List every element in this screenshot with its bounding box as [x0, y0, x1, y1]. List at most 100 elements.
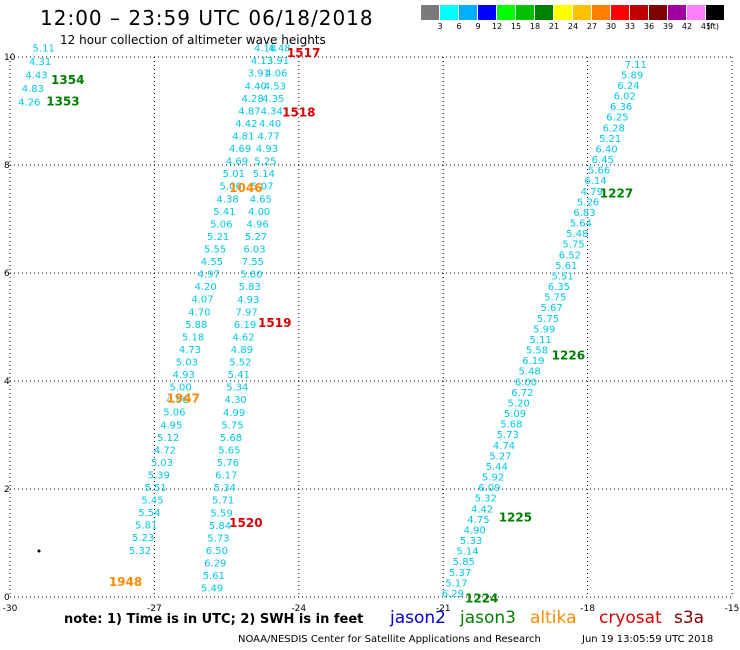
legend-label: 18 [529, 22, 541, 31]
wave-height-value: 5.11 [529, 335, 551, 346]
wave-height-value: 5.64 [570, 219, 592, 230]
credit-line: NOAA/NESDIS Center for Satellite Applica… [238, 634, 541, 645]
wave-height-value: 5.99 [533, 324, 555, 335]
y-tick-label: 6 [4, 269, 10, 279]
legend-swatch [706, 5, 724, 20]
wave-height-value: 5.75 [537, 314, 559, 325]
wave-height-value: 5.52 [229, 358, 251, 369]
wave-height-value: 5.45 [141, 496, 163, 507]
legend-swatch [478, 5, 496, 20]
wave-height-value: 4.93 [256, 144, 278, 155]
wave-height-value: 5.20 [508, 398, 530, 409]
legend-label: 12 [491, 22, 503, 31]
wave-height-value: 4.13 [251, 56, 273, 67]
wave-height-value: 5.23 [132, 533, 154, 544]
wave-height-value: 4.96 [246, 219, 268, 230]
wave-height-value: 5.07 [251, 182, 273, 193]
y-tick-label: 4 [4, 377, 10, 387]
wave-height-value: 4.07 [191, 295, 213, 306]
wave-height-value: 4.53 [264, 81, 286, 92]
legend-jason2: jason2 [390, 608, 446, 628]
wave-height-value: 5.58 [526, 346, 548, 357]
wave-height-value: 6.19 [234, 320, 256, 331]
y-tick-label: 10 [4, 53, 16, 63]
wave-height-value: 5.34 [226, 383, 248, 394]
legend-swatch [497, 5, 515, 20]
legend-label: 21 [548, 22, 560, 31]
wave-height-value: 6.29 [442, 589, 464, 600]
chart-subtitle: 12 hour collection of altimeter wave hei… [60, 33, 326, 47]
wave-height-value: 4.93 [173, 370, 195, 381]
legend-swatch [459, 5, 477, 20]
y-tick-label: 0 [4, 593, 10, 603]
wave-height-value: 5.92 [482, 473, 504, 484]
wave-height-value: 7.97 [236, 307, 258, 318]
wave-height-value: 6.24 [617, 81, 639, 92]
legend-jason3: jason3 [460, 608, 516, 628]
legend-swatch [535, 5, 553, 20]
wave-height-value: 6.83 [573, 208, 595, 219]
wave-height-value: 4.43 [25, 71, 47, 82]
wave-height-value: 7.55 [242, 257, 264, 268]
wave-height-value: 5.89 [621, 70, 643, 81]
wave-height-value: 5.73 [207, 533, 229, 544]
x-tick-label: -15 [725, 604, 740, 614]
pass-number-label: 1518 [282, 105, 315, 119]
wave-height-value: 4.90 [464, 525, 486, 536]
wave-height-value: 6.28 [603, 123, 625, 134]
wave-height-value: 6.52 [559, 250, 581, 261]
legend-swatch [611, 5, 629, 20]
legend-label: 3 [437, 22, 443, 31]
wave-height-value: 5.54 [138, 508, 160, 519]
pass-number-label: 1224 [465, 591, 498, 605]
wave-height-value: 5.25 [254, 157, 276, 168]
wave-height-value: 6.35 [548, 282, 570, 293]
wave-height-value: 5.73 [497, 430, 519, 441]
wave-height-value: 5.65 [218, 445, 240, 456]
wave-height-value: 4.35 [262, 94, 284, 105]
pass-number-label: 1227 [600, 186, 633, 200]
wave-height-value: 5.75 [562, 240, 584, 251]
wave-height-value: 5.26 [577, 197, 599, 208]
wave-height-value: 7.11 [625, 60, 647, 71]
legend-swatch [573, 5, 591, 20]
wave-height-value: 5.49 [201, 584, 223, 595]
wave-height-value: 4.40 [259, 119, 281, 130]
pass-number-label: 1517 [287, 46, 320, 60]
chart-title: 12:00 – 23:59 UTC 06/18/2018 [40, 6, 374, 30]
wave-height-value: 5.84 [209, 521, 231, 532]
wave-height-value: 6.40 [595, 144, 617, 155]
wave-height-value: 6.45 [592, 155, 614, 166]
legend-swatch [649, 5, 667, 20]
wave-height-value: 5.67 [540, 303, 562, 314]
x-tick-label: -21 [436, 604, 451, 614]
wave-height-value: 4.62 [232, 332, 254, 343]
wave-height-value: 4.42 [235, 119, 257, 130]
wave-height-value: 5.03 [151, 458, 173, 469]
legend-s3a: s3a [674, 608, 705, 628]
wave-height-value: 4.81 [232, 131, 254, 142]
wave-height-value: 5.27 [245, 232, 267, 243]
legend-swatch [421, 5, 439, 20]
wave-height-value: 4.77 [257, 132, 279, 143]
wave-height-value: 5.51 [551, 271, 573, 282]
wave-height-value: 5.12 [157, 433, 179, 444]
wave-height-value: 6.02 [614, 92, 636, 103]
generation-timestamp: Jun 19 13:05:59 UTC 2018 [582, 634, 714, 645]
wave-height-value: 5.06 [220, 182, 242, 193]
marker-dot [37, 549, 41, 553]
legend-label: 9 [475, 22, 481, 31]
pass-number-label: 1948 [109, 575, 142, 589]
wave-height-value: 4.30 [225, 395, 247, 406]
wave-height-value: 5.81 [135, 521, 157, 532]
legend-altika: altika [530, 608, 577, 628]
wave-height-value: 4.73 [179, 345, 201, 356]
wave-height-value: 5.06 [210, 219, 232, 230]
color-legend: 3 6 9 12 15 18 21 24 27 30 33 36 39 42 45 [421, 5, 725, 35]
legend-label: 39 [662, 22, 674, 31]
wave-height-value: 5.21 [599, 134, 621, 145]
wave-height-value: 6.14 [584, 176, 606, 187]
pass-number-label: 1947 [167, 392, 200, 406]
legend-swatch [516, 5, 534, 20]
